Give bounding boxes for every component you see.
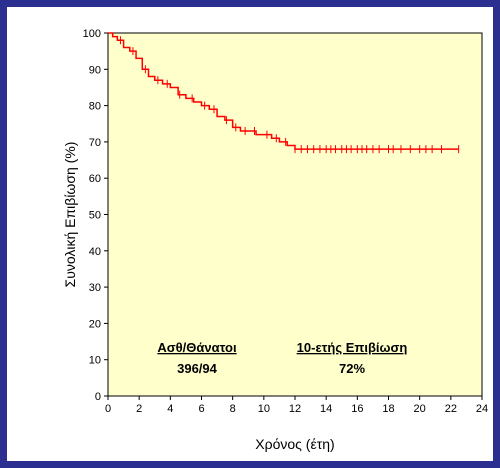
x-tick-label-10: 10 [258, 403, 270, 415]
annotation-10yr-survival-label: 10-ετής Επιβίωση [297, 340, 408, 355]
slide-frame: 0 10 20 30 40 50 60 70 80 90 100 0 2 4 6 8 10 12 14 16 18 20 2… [6, 6, 494, 462]
x-tick-label-16: 16 [351, 403, 363, 415]
y-tick-label-30: 30 [89, 282, 101, 294]
y-tick-label-90: 90 [89, 64, 101, 76]
y-tick-label-50: 50 [89, 210, 101, 222]
y-tick-label-40: 40 [89, 246, 101, 258]
y-tick-label-10: 10 [89, 355, 101, 367]
y-tick-label-80: 80 [89, 101, 101, 113]
x-tick-label-24: 24 [476, 403, 488, 415]
x-axis-title: Χρόνος (έτη) [255, 436, 334, 452]
y-tick-label-60: 60 [89, 173, 101, 185]
x-tick-label-8: 8 [230, 403, 236, 415]
survival-curve-layer [108, 32, 459, 150]
x-tick-label-0: 0 [105, 403, 111, 415]
y-tick-label-70: 70 [89, 137, 101, 149]
y-tick-label-0: 0 [95, 391, 101, 403]
x-tick-label-2: 2 [136, 403, 142, 415]
x-tick-label-20: 20 [414, 403, 426, 415]
x-tick-label-12: 12 [289, 403, 301, 415]
x-tick-label-6: 6 [198, 403, 204, 415]
plot-area [107, 32, 483, 397]
x-tick-label-4: 4 [167, 403, 173, 415]
y-tick-label-100: 100 [83, 28, 101, 40]
annotation-patients-deaths-value: 396/94 [177, 361, 218, 376]
x-tick-label-22: 22 [445, 403, 457, 415]
annotation-patients-deaths-label: Ασθ/Θάνατοι [157, 340, 237, 355]
x-tick-label-14: 14 [320, 403, 332, 415]
survival-curve-line [108, 32, 459, 150]
censor-marks-layer [119, 36, 460, 154]
y-axis-title: Συνολική Επιβίωση (%) [62, 142, 78, 288]
x-tick-label-18: 18 [382, 403, 394, 415]
y-tick-label-20: 20 [89, 318, 101, 330]
annotation-10yr-survival-value: 72% [339, 361, 365, 376]
